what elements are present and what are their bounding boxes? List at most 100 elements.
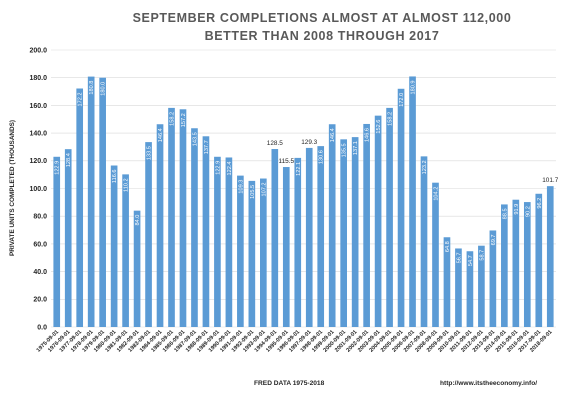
y-tick-label: 80.0 [33, 214, 47, 221]
y-axis-label: PRIVATE UNITS COMPLETED (THOUSANDS) [9, 120, 16, 256]
chart-title-line1: SEPTEMBER COMPLETIONS ALMOST AT ALMOST 1… [133, 11, 512, 25]
bar [145, 142, 152, 327]
data-label: 135.5 [342, 143, 348, 157]
bar [64, 149, 72, 327]
data-label: 130.6 [319, 150, 325, 164]
data-label: 122.9 [215, 161, 221, 175]
bar [168, 107, 175, 327]
data-label: 158.2 [170, 112, 176, 126]
bar [489, 230, 497, 327]
bar [546, 186, 554, 327]
bar [409, 76, 416, 328]
bar [523, 202, 531, 327]
bar [294, 157, 302, 327]
data-label: 146.4 [158, 128, 164, 142]
bar [535, 193, 543, 327]
bar [443, 237, 451, 327]
data-label: 116.6 [112, 170, 118, 184]
data-label: 123.2 [422, 160, 428, 174]
data-label: 90.2 [525, 206, 531, 217]
y-tick-label: 60.0 [33, 241, 47, 248]
bar [133, 210, 141, 327]
data-label: 180.9 [411, 80, 417, 94]
bar [317, 146, 325, 327]
bar [225, 157, 233, 327]
data-label: 172.2 [78, 93, 84, 107]
data-label: 122.4 [227, 161, 233, 175]
bar [260, 178, 267, 327]
bar [328, 124, 336, 328]
data-label: 128.4 [66, 153, 72, 167]
bar [271, 149, 279, 327]
data-label: 110.2 [124, 178, 130, 192]
data-label: 129.3 [301, 139, 317, 146]
bar [87, 76, 95, 327]
y-tick-label: 160.0 [29, 103, 47, 110]
bars [53, 76, 554, 328]
y-tick-label: 140.0 [29, 131, 47, 138]
data-label: 88.5 [502, 208, 508, 219]
bar [397, 88, 405, 327]
footer-url: http://www.itstheeconomy.info/ [440, 380, 537, 387]
bar [110, 165, 118, 327]
data-label: 146.4 [330, 128, 336, 142]
bar [76, 88, 84, 328]
bar [351, 137, 359, 327]
data-label: 58.7 [479, 250, 485, 261]
y-tick-label: 120.0 [29, 158, 47, 165]
bar [237, 175, 244, 327]
bar [386, 107, 393, 327]
bar [340, 139, 347, 327]
data-label: 157.2 [181, 113, 187, 127]
bar [282, 167, 290, 327]
data-label: 104.2 [433, 187, 439, 201]
data-label: 101.7 [542, 177, 558, 184]
data-label: 180.0 [101, 82, 107, 96]
bar [122, 174, 129, 327]
data-label: 143.5 [192, 132, 198, 146]
data-label: 146.6 [365, 128, 371, 142]
data-label: 137.7 [204, 140, 210, 154]
bar [478, 245, 485, 327]
bar [214, 156, 221, 327]
data-label: 115.5 [279, 158, 295, 165]
bar [191, 128, 198, 327]
bar [455, 248, 462, 327]
y-tick-label: 40.0 [33, 269, 47, 276]
data-label: 69.7 [491, 234, 497, 245]
bar [501, 204, 508, 327]
data-label: 137.1 [353, 141, 359, 155]
bar [374, 115, 382, 327]
bar [179, 109, 187, 327]
data-label: 128.5 [267, 140, 283, 147]
data-label: 152.6 [376, 120, 382, 134]
data-label: 91.9 [514, 204, 520, 215]
bar [248, 180, 256, 327]
x-axis-tick-labels: 1975-09-011976-09-011977-09-011978-09-01… [36, 329, 554, 353]
data-label: 180.8 [89, 81, 95, 95]
data-labels: 122.9 128.4 172.2 180.8 180.0 116.6 110.2 84.0 1… [55, 80, 559, 266]
bar [53, 156, 61, 327]
data-label: 122.9 [55, 161, 61, 175]
y-tick-label: 0.0 [37, 324, 47, 331]
bar [432, 182, 439, 327]
data-label: 105.5 [250, 185, 256, 199]
data-label: 56.7 [456, 252, 462, 263]
data-label: 122.1 [296, 162, 302, 176]
chart-title-line2: BETTER THAN 2008 THROUGH 2017 [205, 29, 440, 43]
data-label: 133.5 [147, 146, 153, 160]
y-tick-label: 20.0 [33, 297, 47, 304]
bar [156, 124, 164, 328]
y-tick-label: 180.0 [29, 75, 47, 82]
data-label: 54.7 [468, 255, 474, 266]
bar [363, 123, 370, 327]
data-label: 158.2 [388, 112, 394, 126]
bar [305, 147, 313, 327]
data-label: 107.2 [261, 183, 267, 197]
y-axis-tick-labels: 0.0 20.0 40.0 60.0 80.0 100.0 120.0 140.0 160.0 1… [29, 47, 47, 331]
bar [466, 251, 474, 327]
data-label: 172.0 [399, 93, 405, 107]
data-label: 96.2 [537, 198, 543, 209]
bar [512, 199, 520, 327]
